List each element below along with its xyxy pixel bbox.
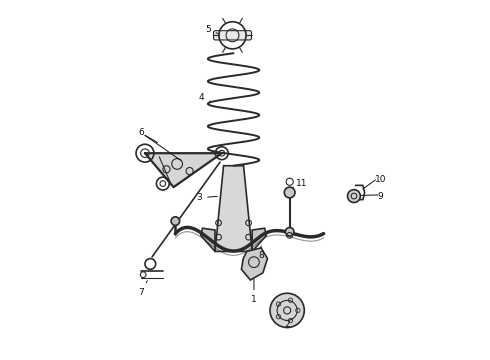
Circle shape — [347, 190, 360, 203]
Polygon shape — [201, 228, 215, 251]
Text: 5: 5 — [205, 26, 218, 35]
Text: 3: 3 — [196, 193, 217, 202]
Text: 6: 6 — [139, 129, 144, 138]
Text: 11: 11 — [293, 179, 308, 188]
Polygon shape — [242, 248, 268, 280]
Polygon shape — [215, 166, 252, 251]
Text: 8: 8 — [258, 246, 264, 260]
Circle shape — [284, 187, 295, 198]
Text: 1: 1 — [251, 279, 257, 304]
Text: 9: 9 — [378, 192, 384, 201]
Circle shape — [270, 293, 304, 328]
Text: 10: 10 — [375, 175, 387, 184]
Text: 7: 7 — [139, 281, 147, 297]
Text: 4: 4 — [198, 93, 210, 102]
Text: 2: 2 — [284, 320, 290, 329]
Circle shape — [285, 228, 294, 236]
Polygon shape — [252, 228, 267, 251]
FancyBboxPatch shape — [214, 31, 251, 40]
Polygon shape — [145, 153, 222, 187]
Circle shape — [171, 217, 180, 225]
